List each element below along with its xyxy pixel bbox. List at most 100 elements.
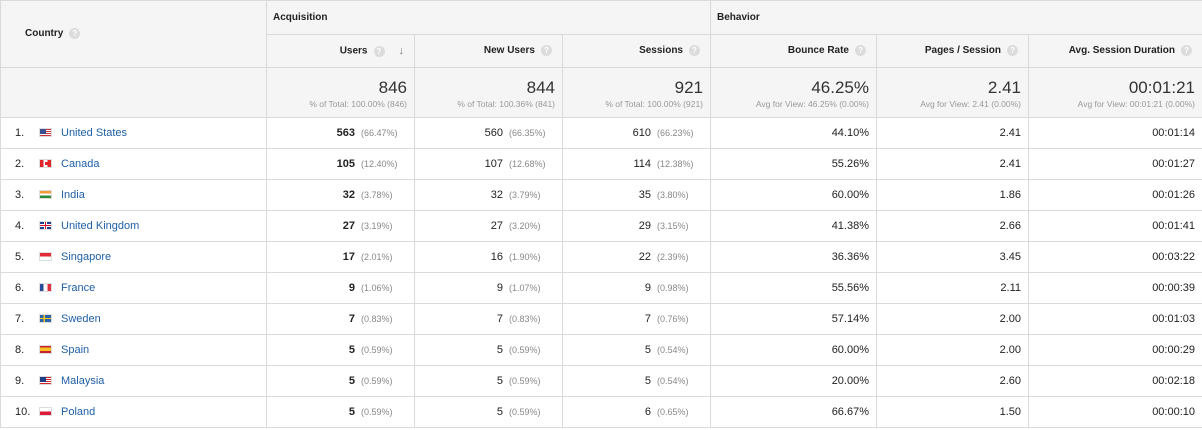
totals-sessions-sub: % of Total: 100.00% (921) (605, 99, 703, 109)
new-users-cell: 7 (0.83%) (414, 303, 563, 335)
country-cell: 5. Singapore (0, 241, 267, 273)
totals-avg-duration-sub: Avg for View: 00:01:21 (0.00%) (1077, 99, 1196, 109)
sessions-percent: (0.98%) (657, 283, 689, 293)
new-users-value: 27 (490, 220, 503, 232)
sessions-percent: (0.54%) (657, 376, 689, 386)
help-icon[interactable]: ? (69, 28, 81, 40)
table-row: 3. India 32 (3.78%) 32 (3.79%) 35 (3.80%) 60.00%… (0, 179, 1202, 211)
avg-duration-cell: 00:00:10 (1027, 396, 1202, 428)
help-icon[interactable]: ? (1007, 45, 1018, 57)
totals-bounce-rate-sub: Avg for View: 46.25% (0.00%) (755, 99, 869, 109)
country-cell: 2. Canada (0, 148, 267, 180)
sessions-percent: (3.15%) (657, 221, 689, 231)
new-users-percent: (66.35%) (509, 128, 546, 138)
new-users-value: 16 (490, 251, 503, 263)
new-users-percent: (0.59%) (509, 407, 541, 417)
users-cell: 105 (12.40%) (266, 148, 415, 180)
new-users-column-header[interactable]: New Users? (414, 34, 563, 68)
flag-icon (39, 127, 52, 137)
new-users-value: 107 (484, 158, 503, 170)
row-rank: 1. (15, 127, 25, 139)
help-icon[interactable]: ? (855, 45, 866, 57)
new-users-cell: 5 (0.59%) (414, 396, 563, 428)
country-link[interactable]: India (61, 189, 85, 201)
avg-duration-cell: 00:01:03 (1027, 303, 1202, 335)
pages-session-cell: 2.41 (876, 117, 1029, 149)
new-users-value: 5 (496, 406, 503, 418)
pages-session-column-header[interactable]: Pages / Session? (876, 34, 1029, 68)
sort-descending-icon[interactable]: ↓ (398, 45, 405, 57)
country-cell: 1. United States (0, 117, 267, 149)
users-value: 7 (348, 313, 355, 325)
pages-session-cell: 2.11 (876, 272, 1029, 304)
flag-icon (39, 158, 52, 168)
sessions-value: 9 (644, 282, 651, 294)
country-link[interactable]: United States (61, 127, 128, 139)
users-header-label: Users (339, 45, 368, 57)
country-cell: 6. France (0, 272, 267, 304)
totals-new-users-value: 844 (526, 78, 555, 97)
pages-session-cell: 2.60 (876, 365, 1029, 397)
new-users-header-label: New Users (483, 45, 535, 57)
new-users-percent: (0.59%) (509, 345, 541, 355)
behavior-group-header: Behavior (709, 0, 1202, 35)
table-row: 6. France 9 (1.06%) 9 (1.07%) 9 (0.98%) 55.56% 2.… (0, 272, 1202, 304)
sessions-column-header[interactable]: Sessions? (562, 34, 711, 68)
flag-icon (39, 344, 52, 354)
table-row: 10. Poland 5 (0.59%) 5 (0.59%) 6 (0.65%) 66.67% 1… (0, 396, 1202, 428)
help-icon[interactable]: ? (689, 45, 700, 57)
avg-duration-header-label: Avg. Session Duration (1068, 45, 1176, 57)
country-link[interactable]: Sweden (61, 313, 101, 325)
country-link[interactable]: France (61, 282, 96, 294)
sessions-value: 610 (632, 127, 651, 139)
country-column-header[interactable]: Country? (0, 0, 267, 68)
new-users-percent: (3.79%) (509, 190, 541, 200)
row-rank: 4. (15, 220, 25, 232)
totals-new-users: 844 % of Total: 100.36% (841) (414, 67, 563, 118)
help-icon[interactable]: ? (541, 45, 552, 57)
sessions-cell: 5 (0.54%) (562, 334, 711, 366)
users-column-header[interactable]: Users? ↓ (266, 34, 415, 68)
new-users-percent: (12.68%) (509, 159, 546, 169)
bounce-rate-cell: 60.00% (710, 334, 877, 366)
country-cell: 9. Malaysia (0, 365, 267, 397)
avg-duration-column-header[interactable]: Avg. Session Duration? (1027, 34, 1202, 68)
users-cell: 5 (0.59%) (266, 334, 415, 366)
sessions-percent: (0.65%) (657, 407, 689, 417)
help-icon[interactable]: ? (1181, 45, 1193, 57)
totals-pages-session-sub: Avg for View: 2.41 (0.00%) (920, 99, 1021, 109)
sessions-cell: 5 (0.54%) (562, 365, 711, 397)
help-icon[interactable]: ? (373, 45, 385, 57)
totals-sessions: 921 % of Total: 100.00% (921) (562, 67, 711, 118)
sessions-percent: (66.23%) (657, 128, 694, 138)
bounce-rate-cell: 57.14% (710, 303, 877, 335)
bounce-rate-column-header[interactable]: Bounce Rate? (710, 34, 877, 68)
bounce-rate-cell: 41.38% (710, 210, 877, 242)
totals-sessions-value: 921 (674, 78, 703, 97)
sessions-cell: 22 (2.39%) (562, 241, 711, 273)
users-percent: (2.01%) (361, 252, 393, 262)
totals-country-cell (0, 67, 267, 118)
totals-pages-session-value: 2.41 (987, 78, 1021, 97)
new-users-cell: 32 (3.79%) (414, 179, 563, 211)
totals-avg-duration: 00:01:21 Avg for View: 00:01:21 (0.00%) (1027, 67, 1202, 118)
country-link[interactable]: Spain (61, 344, 90, 356)
country-link[interactable]: Malaysia (61, 375, 105, 387)
pages-session-cell: 2.00 (876, 334, 1029, 366)
new-users-cell: 5 (0.59%) (414, 365, 563, 397)
sessions-cell: 9 (0.98%) (562, 272, 711, 304)
users-cell: 7 (0.83%) (266, 303, 415, 335)
sessions-value: 5 (644, 344, 651, 356)
flag-icon (39, 220, 52, 230)
country-link[interactable]: Singapore (61, 251, 112, 263)
country-cell: 3. India (0, 179, 267, 211)
users-value: 5 (348, 344, 355, 356)
new-users-value: 560 (484, 127, 503, 139)
country-link[interactable]: Canada (61, 158, 100, 170)
avg-duration-cell: 00:03:22 (1027, 241, 1202, 273)
users-percent: (0.59%) (361, 407, 393, 417)
country-link[interactable]: Poland (61, 406, 96, 418)
users-value: 32 (342, 189, 355, 201)
country-link[interactable]: United Kingdom (61, 220, 140, 232)
